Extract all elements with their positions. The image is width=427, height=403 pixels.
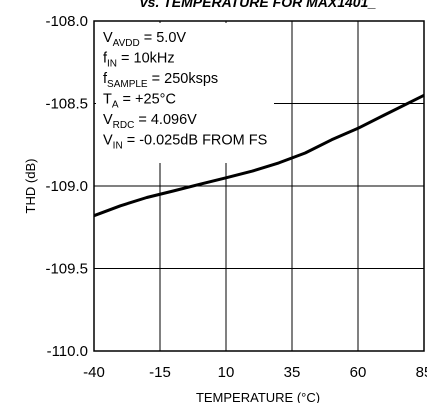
x-tick-labels: -40 -15 10 35 60 85: [83, 364, 427, 381]
annotation-line: VRDC = 4.096V: [103, 112, 197, 131]
x-tick-label: 35: [284, 364, 301, 381]
x-tick-label: 10: [218, 364, 235, 381]
x-tick-label: 85: [416, 364, 427, 381]
plot-frame: [93, 20, 425, 352]
y-tick-label: -109.0: [45, 178, 88, 195]
y-tick-label: -109.5: [45, 261, 88, 278]
x-axis-title: TEMPERATURE (°C): [196, 390, 320, 403]
annotation-line: VIN = -0.025dB FROM FS: [103, 133, 267, 152]
x-tick-label: -15: [149, 364, 171, 381]
annotation-line: VAVDD = 5.0V: [103, 30, 186, 49]
annotation-line: TA = +25°C: [103, 92, 176, 111]
chart-title: vs. TEMPERATURE FOR MAX1401_: [140, 0, 376, 10]
y-tick-label: -108.5: [45, 96, 88, 113]
y-tick-label: -108.0: [45, 13, 88, 30]
annotation-line: fIN = 10kHz: [103, 51, 175, 70]
y-tick-labels: -108.0 -108.5 -109.0 -109.5 -110.0: [45, 13, 88, 360]
thd-series-line: [93, 93, 425, 218]
annotation-background: [96, 23, 274, 163]
x-tick-label: 60: [350, 364, 367, 381]
x-tick-label: -40: [83, 364, 105, 381]
y-tick-label: -110.0: [47, 343, 88, 360]
annotation-line: fSAMPLE = 250ksps: [103, 71, 218, 90]
y-axis-title: THD (dB): [23, 159, 38, 214]
